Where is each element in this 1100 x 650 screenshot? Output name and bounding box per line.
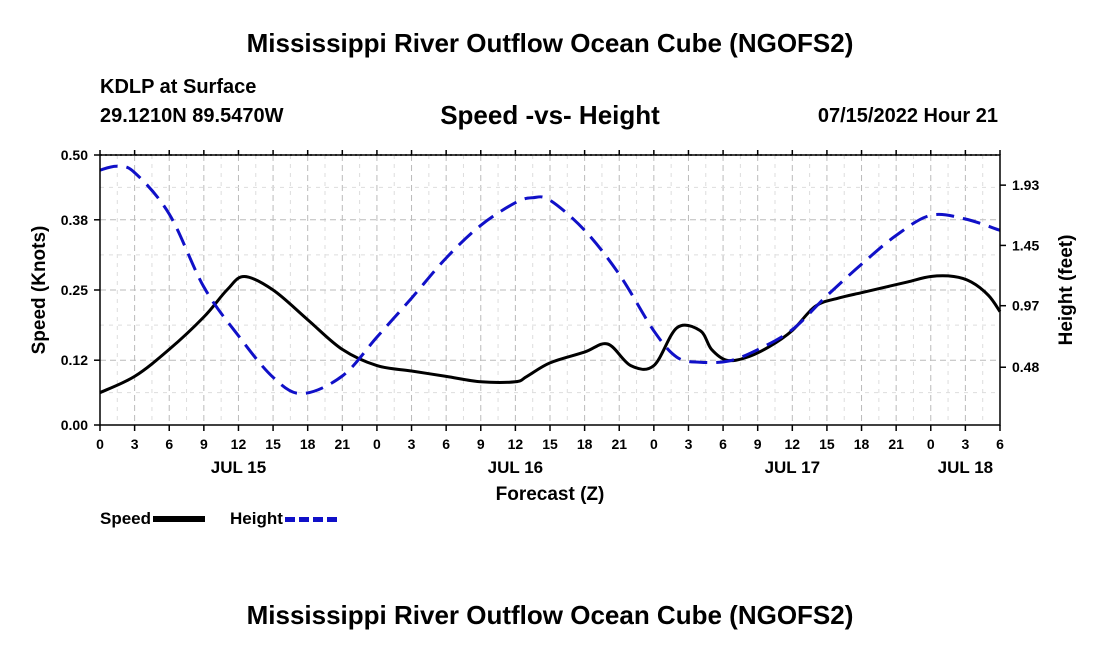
y-tick-label: 0.50	[61, 147, 88, 163]
footer-title: Mississippi River Outflow Ocean Cube (NG…	[246, 600, 854, 630]
x-tick-label: 0	[927, 436, 935, 452]
legend-height-swatch	[284, 516, 337, 522]
x-tick-label: 6	[165, 436, 173, 452]
x-tick-label: 15	[542, 436, 558, 452]
date-label: JUL 16	[488, 458, 543, 477]
station-label: KDLP at Surface	[100, 76, 257, 98]
series-layer	[99, 164, 1002, 396]
x-tick-label: 0	[96, 436, 104, 452]
x-tick-label: 15	[265, 436, 281, 452]
x-tick-label: 3	[685, 436, 693, 452]
date-label: JUL 15	[211, 458, 266, 477]
x-tick-label: 9	[200, 436, 208, 452]
y-tick-label: 0.00	[61, 417, 88, 433]
x-tick-label: 6	[442, 436, 450, 452]
legend-height: Height	[230, 509, 337, 529]
x-tick-label: 15	[819, 436, 835, 452]
x-tick-label: 12	[508, 436, 524, 452]
axis-labels: 0 3 6 9 12 15 18 21 0 3 6 9 12 15 18 21 0 3 6 9 12 15 18 21 0 3 6 0…	[61, 147, 1040, 477]
x-axis-title: Forecast (Z)	[496, 484, 605, 505]
axis-ticks	[94, 150, 1006, 431]
x-tick-label: 3	[131, 436, 139, 452]
legend-height-label: Height	[230, 509, 283, 528]
x-tick-label: 21	[888, 436, 904, 452]
legend-speed-label: Speed	[100, 509, 152, 528]
forecast-datetime: 07/15/2022 Hour 21	[817, 105, 998, 127]
y-tick-label: 0.12	[61, 352, 88, 368]
x-tick-label: 6	[996, 436, 1004, 452]
speed-series-line	[99, 274, 1002, 394]
x-tick-label: 18	[577, 436, 593, 452]
main-title: Mississippi River Outflow Ocean Cube (NG…	[246, 28, 854, 58]
x-tick-label: 9	[754, 436, 762, 452]
x-tick-label: 21	[611, 436, 627, 452]
x-tick-label: 9	[477, 436, 485, 452]
coordinates-label: 29.1210N 89.5470W	[100, 105, 284, 127]
x-tick-label: 18	[854, 436, 870, 452]
x-tick-label: 12	[785, 436, 801, 452]
y2-tick-label: 1.45	[1012, 237, 1039, 253]
x-tick-label: 3	[961, 436, 969, 452]
y-tick-label: 0.25	[61, 282, 88, 298]
x-tick-label: 3	[408, 436, 416, 452]
height-series-line	[99, 164, 1001, 396]
x-tick-label: 6	[719, 436, 727, 452]
grid-lines	[100, 155, 1000, 425]
x-tick-label: 21	[335, 436, 351, 452]
y2-tick-label: 0.97	[1012, 298, 1039, 314]
date-label: JUL 17	[765, 458, 820, 477]
chart-subtitle: Speed -vs- Height	[440, 100, 660, 130]
x-tick-label: 0	[373, 436, 381, 452]
x-tick-label: 12	[231, 436, 247, 452]
date-label: JUL 18	[938, 458, 993, 477]
x-tick-label: 0	[650, 436, 658, 452]
speed-height-chart: 0 3 6 9 12 15 18 21 0 3 6 9 12 15 18 21 0 3 6 9 12 15 18 21 0 3 6 0…	[29, 147, 1077, 505]
y-tick-label: 0.38	[61, 212, 88, 228]
y2-tick-label: 1.93	[1012, 177, 1039, 193]
y2-tick-label: 0.48	[1012, 359, 1039, 375]
legend-speed: Speed	[100, 509, 206, 529]
x-tick-label: 18	[300, 436, 316, 452]
y-axis-title: Speed (Knots)	[29, 226, 50, 355]
y2-axis-title: Height (feet)	[1056, 235, 1077, 346]
legend-speed-swatch	[153, 516, 206, 522]
